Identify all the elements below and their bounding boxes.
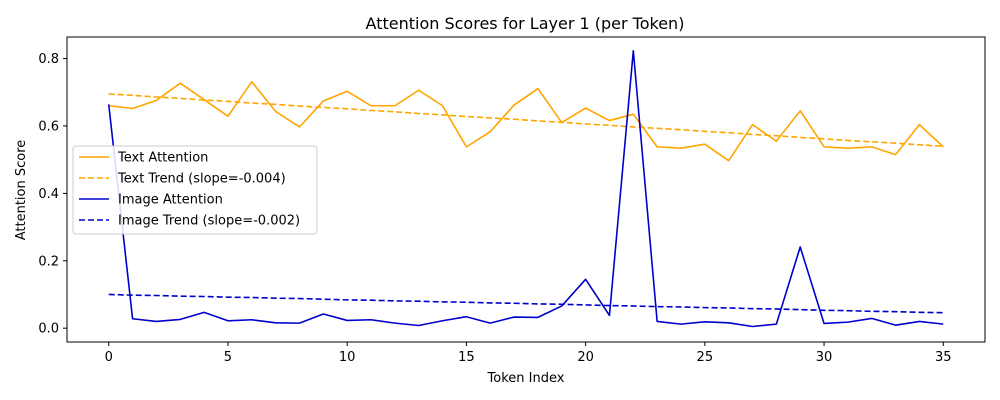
plot-frame — [66, 36, 986, 343]
x-axis-title: Token Index — [487, 371, 565, 386]
x-tick-label: 0 — [105, 350, 113, 365]
series-layer — [107, 50, 944, 328]
legend: Text Attention Text Trend (slope=-0.004) I… — [72, 145, 318, 235]
x-tick-label: 35 — [935, 350, 952, 365]
x-tick-label: 20 — [577, 350, 594, 365]
series-line-2 — [107, 50, 944, 328]
y-tick-label: 0.0 — [38, 322, 59, 337]
series-line-3 — [108, 293, 944, 314]
x-tick-label: 10 — [339, 350, 356, 365]
y-tick-label: 0.4 — [38, 187, 59, 202]
y-tick-label: 0.2 — [38, 254, 59, 269]
plot-area — [66, 36, 986, 343]
x-axis: 0 5 10 15 20 25 30 35 — [105, 342, 952, 365]
series-line-1 — [108, 93, 944, 147]
chart-title: Attention Scores for Layer 1 (per Token) — [366, 14, 685, 33]
legend-box — [72, 145, 318, 235]
legend-items: Text Attention Text Trend (slope=-0.004) I… — [79, 151, 300, 229]
series-line-0 — [108, 81, 944, 162]
y-axis-title: Attention Score — [14, 140, 29, 241]
x-tick-label: 5 — [224, 350, 232, 365]
x-tick-label: 25 — [697, 350, 714, 365]
legend-label: Text Trend (slope=-0.004) — [117, 172, 286, 187]
x-tick-label: 15 — [458, 350, 475, 365]
y-axis: 0.0 0.2 0.4 0.6 0.8 — [38, 52, 67, 337]
legend-label: Image Attention — [118, 193, 223, 208]
x-tick-label: 30 — [816, 350, 833, 365]
legend-label: Image Trend (slope=-0.002) — [118, 214, 300, 229]
y-tick-label: 0.8 — [38, 52, 59, 67]
legend-label: Text Attention — [117, 151, 208, 166]
y-tick-label: 0.6 — [38, 119, 59, 134]
